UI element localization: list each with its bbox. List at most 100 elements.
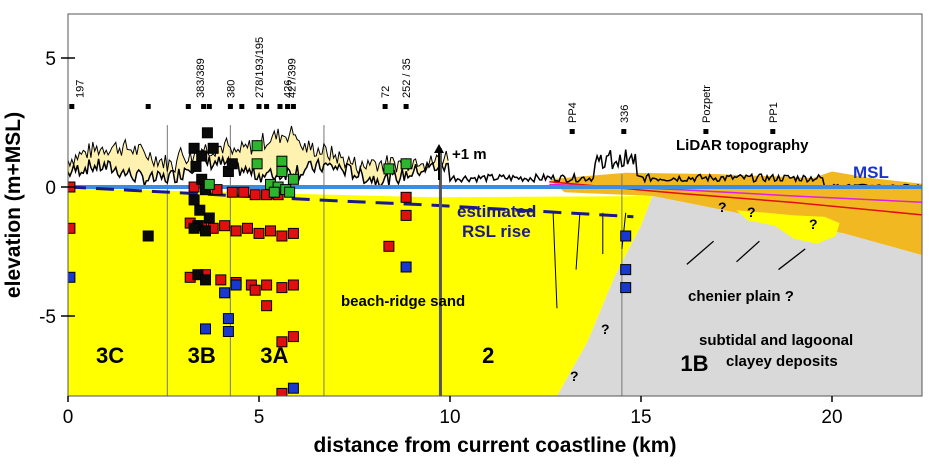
dip-line bbox=[686, 240, 715, 265]
data-point bbox=[203, 178, 215, 190]
site-marker bbox=[145, 104, 151, 109]
data-point bbox=[620, 230, 632, 242]
site-label: 336 bbox=[619, 105, 631, 123]
site-label: 427/399 bbox=[287, 58, 299, 98]
data-point bbox=[284, 186, 296, 198]
dip-line bbox=[552, 212, 558, 309]
site-marker bbox=[227, 104, 233, 109]
x-tick-label: 15 bbox=[630, 407, 651, 428]
rsl-rise-line bbox=[68, 185, 634, 219]
site-label: PP4 bbox=[567, 102, 579, 123]
data-point bbox=[276, 336, 288, 348]
data-point bbox=[222, 326, 234, 337]
site-marker bbox=[264, 104, 270, 109]
zone-label: 3C bbox=[96, 343, 124, 368]
subtidal-clay-body bbox=[557, 196, 922, 396]
data-point bbox=[194, 204, 206, 216]
data-point bbox=[287, 227, 299, 239]
site-label: Pozpetr bbox=[701, 85, 713, 123]
zone-label: 1B bbox=[680, 351, 708, 376]
x-tick-label: 10 bbox=[439, 407, 460, 428]
data-point bbox=[400, 158, 412, 170]
data-point bbox=[261, 279, 273, 291]
y-axis: 5 0 -5 bbox=[39, 49, 75, 328]
data-point bbox=[190, 160, 202, 172]
question-mark: ? bbox=[809, 216, 818, 232]
x-tick-label: 0 bbox=[63, 407, 74, 428]
zone-label: 3B bbox=[188, 343, 216, 368]
site-label: PP1 bbox=[768, 102, 780, 123]
y-axis-title: elevation (m+MSL) bbox=[2, 112, 25, 298]
site-marker bbox=[403, 104, 409, 109]
data-point bbox=[287, 173, 299, 185]
site-label: 252 / 35 bbox=[401, 58, 413, 98]
data-point bbox=[276, 387, 288, 396]
data-point bbox=[230, 279, 242, 291]
dip-line bbox=[778, 248, 806, 271]
lidar-label: LiDAR topography bbox=[676, 137, 809, 154]
zone-label: 2 bbox=[482, 343, 494, 368]
data-point bbox=[276, 155, 288, 167]
data-point bbox=[207, 142, 219, 154]
data-point bbox=[68, 222, 76, 234]
x-axis: 0 5 10 15 20 bbox=[63, 396, 843, 428]
dip-line bbox=[575, 212, 581, 270]
site-label: 380 bbox=[225, 80, 237, 98]
question-mark: ? bbox=[718, 199, 727, 215]
data-point bbox=[251, 158, 263, 170]
site-marker bbox=[69, 104, 75, 109]
lidar-topography-band bbox=[68, 126, 449, 186]
site-label: 426 bbox=[283, 80, 295, 98]
data-point bbox=[249, 189, 261, 201]
site-marker bbox=[290, 104, 296, 109]
plot-frame bbox=[67, 13, 923, 397]
data-point bbox=[400, 261, 412, 273]
data-point bbox=[287, 382, 299, 394]
subtidal-label-line1: subtidal and lagoonal bbox=[699, 332, 853, 349]
data-point bbox=[287, 279, 299, 291]
data-point bbox=[383, 163, 395, 175]
zone-label: 3A bbox=[260, 343, 288, 368]
rsl-label-line1: estimated bbox=[457, 202, 536, 221]
data-point bbox=[226, 186, 238, 198]
data-point bbox=[219, 287, 231, 299]
site-marker bbox=[239, 104, 245, 109]
site-marker bbox=[703, 129, 709, 134]
data-point bbox=[230, 225, 242, 237]
data-point bbox=[400, 209, 412, 221]
y-tick-label: 5 bbox=[45, 49, 56, 70]
data-point bbox=[620, 264, 632, 276]
site-marker bbox=[277, 104, 283, 109]
msl-label: MSL bbox=[853, 163, 889, 182]
plot-area bbox=[68, 14, 922, 396]
site-marker bbox=[770, 129, 776, 134]
data-point bbox=[226, 158, 238, 170]
chenier-sand-lens bbox=[736, 210, 840, 244]
data-point bbox=[261, 300, 273, 312]
data-point bbox=[203, 212, 215, 224]
data-point bbox=[188, 181, 200, 193]
data-point bbox=[188, 142, 200, 154]
site-marker bbox=[206, 104, 212, 109]
question-mark: ? bbox=[570, 368, 579, 384]
data-point bbox=[253, 227, 265, 239]
site-marker bbox=[382, 104, 388, 109]
data-point bbox=[188, 222, 200, 234]
data-point bbox=[383, 240, 395, 252]
question-mark: ? bbox=[747, 204, 756, 220]
data-point bbox=[251, 140, 263, 152]
site-marker bbox=[621, 129, 627, 134]
subtidal-label-line2: clayey deposits bbox=[726, 353, 838, 370]
y-tick-label: -5 bbox=[39, 307, 56, 328]
site-label: 197 bbox=[75, 80, 87, 98]
site-marker bbox=[185, 104, 191, 109]
lidar-lower-profile bbox=[68, 149, 922, 189]
x-tick-label: 5 bbox=[254, 407, 265, 428]
site-marker bbox=[201, 104, 207, 109]
data-point bbox=[620, 282, 632, 294]
site-label: 72 bbox=[380, 86, 392, 98]
data-point bbox=[188, 194, 200, 206]
data-point bbox=[238, 186, 250, 198]
site-marker bbox=[569, 129, 575, 134]
